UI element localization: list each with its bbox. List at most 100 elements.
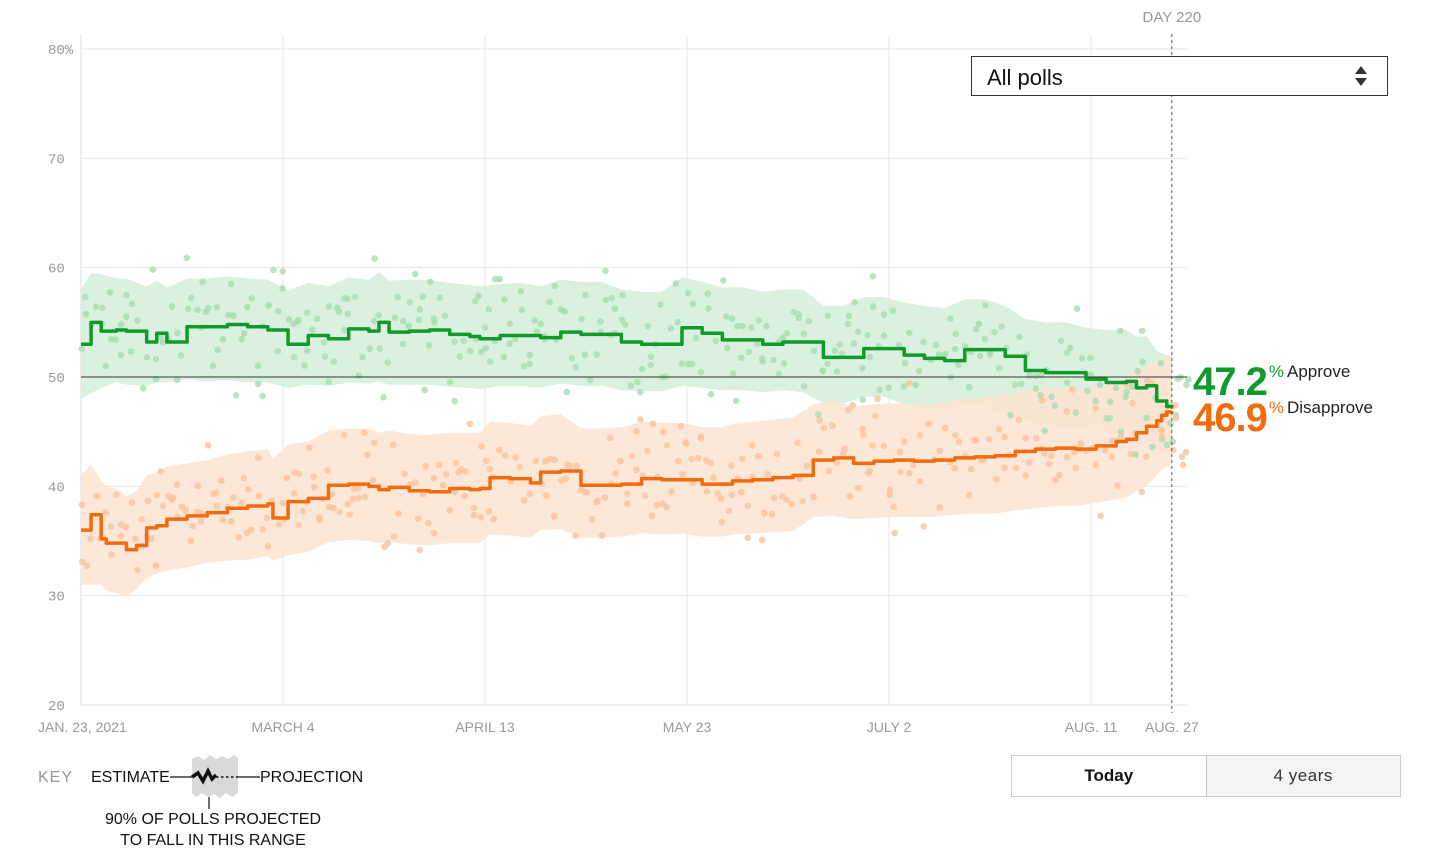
approve-poll-dot <box>546 298 553 306</box>
approve-poll-dot <box>520 362 528 370</box>
disapprove-poll-dot <box>1127 450 1135 458</box>
disapprove-poll-dot <box>846 493 854 500</box>
approve-poll-dot <box>859 396 867 403</box>
approve-poll-dot <box>460 337 467 344</box>
disapprove-poll-dot <box>419 490 427 498</box>
approve-poll-dot <box>602 296 610 304</box>
disapprove-poll-dot <box>1041 450 1048 457</box>
approve-poll-dot <box>627 382 635 389</box>
disapprove-value: 46.9 <box>1193 396 1268 440</box>
key-title: KEY <box>38 769 74 786</box>
approve-poll-dot <box>991 328 998 336</box>
approve-poll-dot <box>689 300 697 308</box>
disapprove-poll-dot <box>254 454 262 461</box>
approve-poll-dot <box>780 360 788 367</box>
disapprove-poll-dot <box>275 521 283 528</box>
disapprove-poll-dot <box>102 508 110 516</box>
approve-poll-dot <box>279 285 286 292</box>
approve-poll-dot <box>810 347 818 355</box>
disapprove-poll-dot <box>707 459 715 467</box>
approve-poll-dot <box>1073 305 1081 312</box>
approve-poll-dot <box>1067 344 1074 352</box>
approve-poll-dot <box>912 381 919 389</box>
approve-poll-dot <box>82 310 90 318</box>
approve-poll-dot <box>551 282 559 290</box>
disapprove-poll-dot <box>414 515 422 522</box>
approve-poll-dot <box>869 272 877 280</box>
disapprove-trend-line <box>81 410 1174 552</box>
approve-poll-dot <box>1143 414 1150 422</box>
approve-poll-dot <box>209 362 217 370</box>
disapprove-poll-dot <box>132 535 139 543</box>
approve-poll-dot <box>274 347 282 355</box>
approve-poll-dot <box>117 321 125 328</box>
approve-poll-dot <box>279 268 287 275</box>
approve-poll-dot <box>563 388 571 396</box>
approve-poll-dot <box>425 342 433 349</box>
approve-poll-dot <box>831 347 839 355</box>
disapprove-poll-dot <box>1001 464 1008 472</box>
approve-poll-dot <box>112 336 120 343</box>
approve-poll-dot <box>572 363 580 371</box>
approve-poll-dot <box>456 353 463 360</box>
disapprove-poll-dot <box>122 523 130 531</box>
disapprove-poll-dot <box>906 469 913 477</box>
disapprove-poll-dot <box>760 509 768 517</box>
disapprove-poll-dot <box>390 533 398 540</box>
disapprove-poll-dot <box>648 512 656 520</box>
disapprove-poll-dot <box>810 493 817 501</box>
disapprove-poll-dot <box>87 535 94 542</box>
approve-poll-dot <box>720 277 727 284</box>
approve-poll-dot <box>906 329 913 337</box>
disapprove-poll-dot <box>461 493 468 500</box>
disapprove-poll-dot <box>1108 453 1116 461</box>
disapprove-poll-dot <box>636 416 644 423</box>
approve-poll-dot <box>981 301 989 309</box>
disapprove-poll-dot <box>633 428 640 435</box>
disapprove-poll-dot <box>871 412 879 420</box>
disapprove-poll-dot <box>108 551 115 558</box>
approve-poll-dot <box>1129 383 1136 391</box>
approve-poll-dot <box>712 337 720 345</box>
four-years-button[interactable]: 4 years <box>1206 756 1400 796</box>
approve-poll-dot <box>581 351 589 358</box>
approve-poll-dot <box>214 346 221 354</box>
y-tick-label: 30 <box>48 590 65 606</box>
y-axis-ticks: 20 30 40 50 60 70 80% <box>48 43 74 715</box>
disapprove-poll-dot <box>486 465 494 473</box>
updown-arrows-icon <box>1355 66 1367 88</box>
approve-poll-dot <box>149 266 157 273</box>
disapprove-poll-dot <box>816 417 823 424</box>
disapprove-poll-dot <box>496 446 503 454</box>
trend-lines <box>81 320 1174 552</box>
approve-poll-dot <box>380 394 387 401</box>
poll-filter-select[interactable]: All polls <box>971 56 1388 96</box>
approve-poll-dot <box>819 367 826 374</box>
disapprove-poll-dot <box>442 471 450 478</box>
disapprove-poll-dot <box>778 492 786 500</box>
x-tick-label: AUG. 11 <box>1065 719 1118 735</box>
approve-poll-dot <box>1117 428 1125 436</box>
approve-poll-dot <box>325 303 333 310</box>
disapprove-poll-dot <box>869 442 876 449</box>
approve-poll-dot <box>1032 372 1040 380</box>
disapprove-poll-dot <box>703 487 711 495</box>
disapprove-poll-dot <box>829 422 836 429</box>
approve-poll-dot <box>866 353 874 361</box>
approve-poll-dot <box>915 367 923 375</box>
approve-poll-dot <box>500 353 508 361</box>
disapprove-poll-dot <box>714 490 722 497</box>
approve-poll-dot <box>1112 384 1120 392</box>
approve-poll-dot <box>270 266 277 274</box>
disapprove-poll-dot <box>128 499 136 506</box>
disapprove-poll-dot <box>187 537 195 545</box>
disapprove-poll-dot <box>783 496 791 504</box>
disapprove-poll-dot <box>412 479 419 486</box>
approve-poll-dot <box>561 308 569 315</box>
disapprove-poll-dot <box>485 508 493 515</box>
approve-poll-dot <box>227 280 235 288</box>
today-button[interactable]: Today <box>1012 756 1207 796</box>
disapprove-poll-dot <box>466 420 473 428</box>
day-marker-label: DAY 220 <box>1143 9 1202 26</box>
